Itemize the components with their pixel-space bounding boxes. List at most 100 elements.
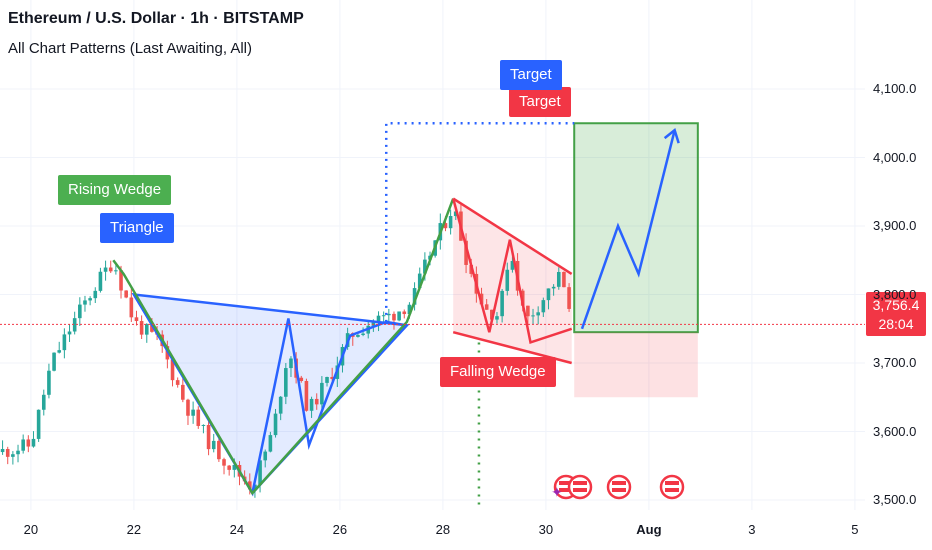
candle-body-38 [196,409,201,426]
candle-body-40 [206,424,211,450]
candle-body-96 [495,316,499,320]
candle-body-69 [356,334,360,337]
candle-body-37 [191,409,195,416]
price-tick-label: 3,600.0 [873,423,917,439]
falling-wedge-label: Falling Wedge [440,357,556,387]
candle-body-73 [376,315,381,323]
falling-wedge-fill [453,198,572,363]
candle-body-33 [170,359,175,381]
candle-body-51 [263,451,268,461]
candle-body-95 [490,309,494,320]
candle-body-20 [103,267,108,272]
candle-body-13 [67,331,72,335]
candle-body-44 [227,465,231,470]
candle-body-36 [186,399,190,416]
target-zone [573,122,699,334]
candle-body-106 [546,288,551,301]
candle-body-23 [119,270,123,291]
candle-body-94 [484,304,489,310]
candle-body-98 [505,269,510,291]
candle-body-82 [423,259,427,274]
triangle-fill [133,294,407,494]
time-tick-label: 22 [126,522,142,537]
candle-body-17 [88,298,92,301]
projection-path [580,129,676,330]
us-flag-icon [606,474,632,500]
candle-body-56 [289,358,293,369]
projection-arrowhead [663,127,680,144]
rising-wedge-outline [112,198,455,496]
candle-body-25 [129,297,134,318]
candle-body-3 [16,450,20,455]
candle-body-58 [299,377,304,381]
candle-body-10 [52,352,56,371]
target-label-blue: Target [500,60,562,90]
price-tick-label: 4,100.0 [873,81,917,96]
chart-title: Ethereum / U.S. Dollar · 1h · BITSTAMP [8,10,304,27]
candle-body-8 [41,394,46,410]
candle-body-6 [31,438,36,447]
candle-body-18 [93,290,98,299]
candle-body-5 [26,439,31,447]
candle-body-74 [381,315,386,317]
candle-body-55 [284,368,288,397]
candle-body-81 [417,273,422,289]
candle-body-14 [72,318,77,332]
candle-body-34 [175,380,180,385]
candle-body-104 [536,312,540,316]
us-flag-stripe [573,488,587,492]
candle-body-60 [309,398,314,411]
candle-body-79 [407,304,412,315]
candle-body-62 [320,382,324,405]
candle-body-22 [114,270,118,272]
price-tick-label: 3,700.0 [873,355,917,370]
candle-body-63 [325,376,329,383]
time-tick-label: 30 [538,522,554,537]
candle-body-78 [402,311,407,315]
candle-body-1 [5,449,10,457]
candle-body-108 [556,272,561,287]
candle-body-4 [21,439,25,451]
candle-body-54 [278,396,283,414]
candle-body-110 [567,287,571,309]
candle-body-97 [500,290,504,317]
candle-body-76 [392,313,396,321]
candle-body-35 [181,384,185,400]
price-tick-label: 3,500.0 [873,492,917,507]
candle-body-27 [139,321,144,335]
candle-body-12 [62,334,67,351]
candle-body-19 [98,271,103,291]
us-flag-stripe [573,481,587,485]
candle-body-28 [144,324,149,335]
price-tick-label: 3,800.0 [873,286,917,302]
time-tick-label: 24 [229,522,245,537]
last-price-tag: 3,756.4 28:04 [866,292,926,336]
us-flag-stripe [665,481,679,485]
us-flag-stripe [612,481,626,485]
candle-body-88 [453,211,458,217]
indicator-title: All Chart Patterns (Last Awaiting, All) [8,40,252,57]
candle-body-50 [258,460,262,485]
candle-body-77 [397,311,401,321]
candle-body-26 [134,317,139,322]
candle-body-99 [510,261,515,270]
us-flag-icon [659,474,685,500]
candle-body-21 [108,267,113,272]
candle-body-102 [526,305,530,317]
candle-body-109 [562,272,566,288]
candle-body-64 [330,376,334,379]
candle-body-75 [387,313,391,316]
candle-body-42 [217,440,221,460]
time-tick-label: 28 [435,522,451,537]
candle-body-24 [124,290,128,298]
falling-wedge-zigzag [451,198,573,345]
candle-body-45 [232,464,237,470]
candle-body-11 [57,350,62,353]
candle-body-29 [150,324,154,332]
time-tick-label: Aug [636,522,662,537]
candle-body-15 [78,304,82,319]
candle-body-86 [443,223,448,229]
last-price: 3,756.4 [872,297,920,313]
time-tick-label: 26 [332,522,348,537]
